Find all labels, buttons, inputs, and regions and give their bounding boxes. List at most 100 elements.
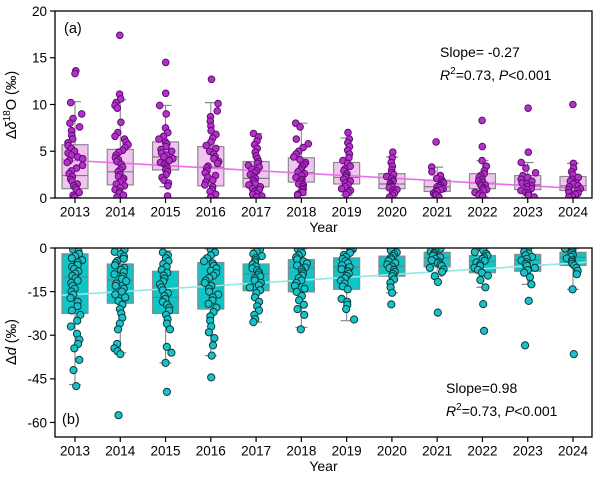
data-point	[67, 254, 76, 263]
panel-a: 0 5 10 15 20 2013 2014 2015 2016 2017 2018 2019 2020…	[2, 4, 593, 235]
data-point	[299, 300, 308, 309]
scatter-2023	[517, 104, 540, 198]
data-point	[568, 285, 577, 294]
data-point	[525, 273, 535, 282]
data-point	[209, 176, 217, 184]
scatter-2023	[517, 248, 540, 350]
data-point	[207, 373, 216, 382]
x-axis-title: Year	[309, 458, 338, 474]
data-point	[292, 287, 301, 296]
data-point	[111, 132, 119, 141]
data-point	[213, 159, 222, 168]
scatter-2022	[471, 116, 491, 198]
x-tick-label: 2019	[332, 444, 362, 459]
data-point	[524, 148, 533, 156]
trend-line	[61, 159, 587, 190]
x-tick-label: 2020	[377, 444, 407, 459]
data-point	[167, 348, 176, 357]
data-point	[524, 104, 532, 112]
data-point	[66, 322, 76, 331]
y-tick-label: -45	[27, 372, 47, 387]
data-point	[304, 140, 313, 148]
data-point	[73, 316, 82, 325]
data-point	[428, 168, 436, 176]
x-tick-label: 2023	[513, 444, 543, 459]
data-point	[78, 161, 87, 170]
data-point	[249, 318, 258, 327]
data-point	[425, 263, 434, 272]
data-point	[572, 270, 581, 279]
scatter-2020	[382, 148, 401, 198]
y-tick-label: 20	[32, 4, 47, 19]
x-tick-label: 2024	[558, 205, 589, 220]
data-point	[202, 141, 210, 150]
data-point	[344, 128, 352, 137]
data-point	[155, 101, 164, 110]
data-point	[569, 100, 577, 109]
data-point	[113, 325, 123, 334]
data-point	[69, 366, 78, 375]
data-point	[470, 248, 479, 257]
scatter-2022	[470, 248, 492, 335]
data-point	[75, 123, 84, 131]
data-point	[300, 284, 309, 293]
data-point	[75, 355, 84, 364]
data-point	[162, 342, 171, 351]
y-tick-label: 15	[32, 51, 47, 66]
y-tick-label: -15	[27, 284, 47, 299]
data-point	[113, 104, 122, 112]
x-tick-label: 2021	[422, 205, 452, 220]
data-point	[565, 193, 573, 198]
y-axis-title: Δd (‰)	[4, 319, 20, 365]
data-point	[527, 280, 536, 289]
data-point	[478, 192, 487, 198]
data-point	[111, 281, 120, 290]
data-point	[207, 351, 216, 360]
scatter-2019	[337, 128, 355, 198]
data-point	[531, 169, 540, 177]
panel-content	[61, 248, 587, 420]
x-tick-label: 2022	[467, 444, 497, 459]
data-point	[517, 158, 526, 167]
x-tick-label: 2014	[105, 205, 136, 220]
data-point	[530, 193, 538, 198]
data-point	[110, 270, 119, 279]
data-point	[66, 119, 74, 127]
x-tick-label: 2013	[60, 205, 90, 220]
data-point	[208, 341, 218, 350]
data-point	[155, 135, 163, 143]
annotation-stats: R2=0.73, P<0.001	[440, 66, 552, 83]
data-point	[165, 325, 175, 334]
scatter-2018	[290, 119, 313, 198]
data-point	[214, 99, 222, 108]
scatter-2021	[427, 138, 448, 198]
x-tick-label: 2015	[151, 205, 181, 220]
data-point	[530, 263, 540, 272]
data-point	[161, 58, 170, 67]
data-point	[524, 296, 533, 305]
scatter-2016	[199, 248, 223, 382]
data-point	[293, 305, 302, 314]
data-point	[433, 277, 442, 287]
data-point	[249, 129, 258, 138]
annotation-stats: R2=0.73, P<0.001	[446, 402, 558, 419]
panel-content	[61, 31, 587, 198]
x-tick-label: 2020	[377, 205, 407, 220]
data-point	[116, 31, 124, 40]
data-point	[296, 325, 305, 334]
data-point	[206, 193, 215, 198]
x-tick-label: 2018	[286, 205, 316, 220]
data-point	[114, 411, 123, 420]
data-point	[207, 75, 216, 84]
x-tick-label: 2023	[513, 205, 543, 220]
data-point	[476, 275, 485, 285]
annotation-slope: Slope= -0.27	[440, 44, 520, 60]
data-point	[201, 181, 209, 189]
x-tick-label: 2021	[422, 444, 452, 459]
data-point	[342, 305, 351, 314]
scatter-2014	[111, 31, 132, 198]
y-tick-label: -60	[27, 415, 47, 430]
x-tick-label: 2013	[60, 444, 90, 459]
data-point	[478, 116, 486, 125]
